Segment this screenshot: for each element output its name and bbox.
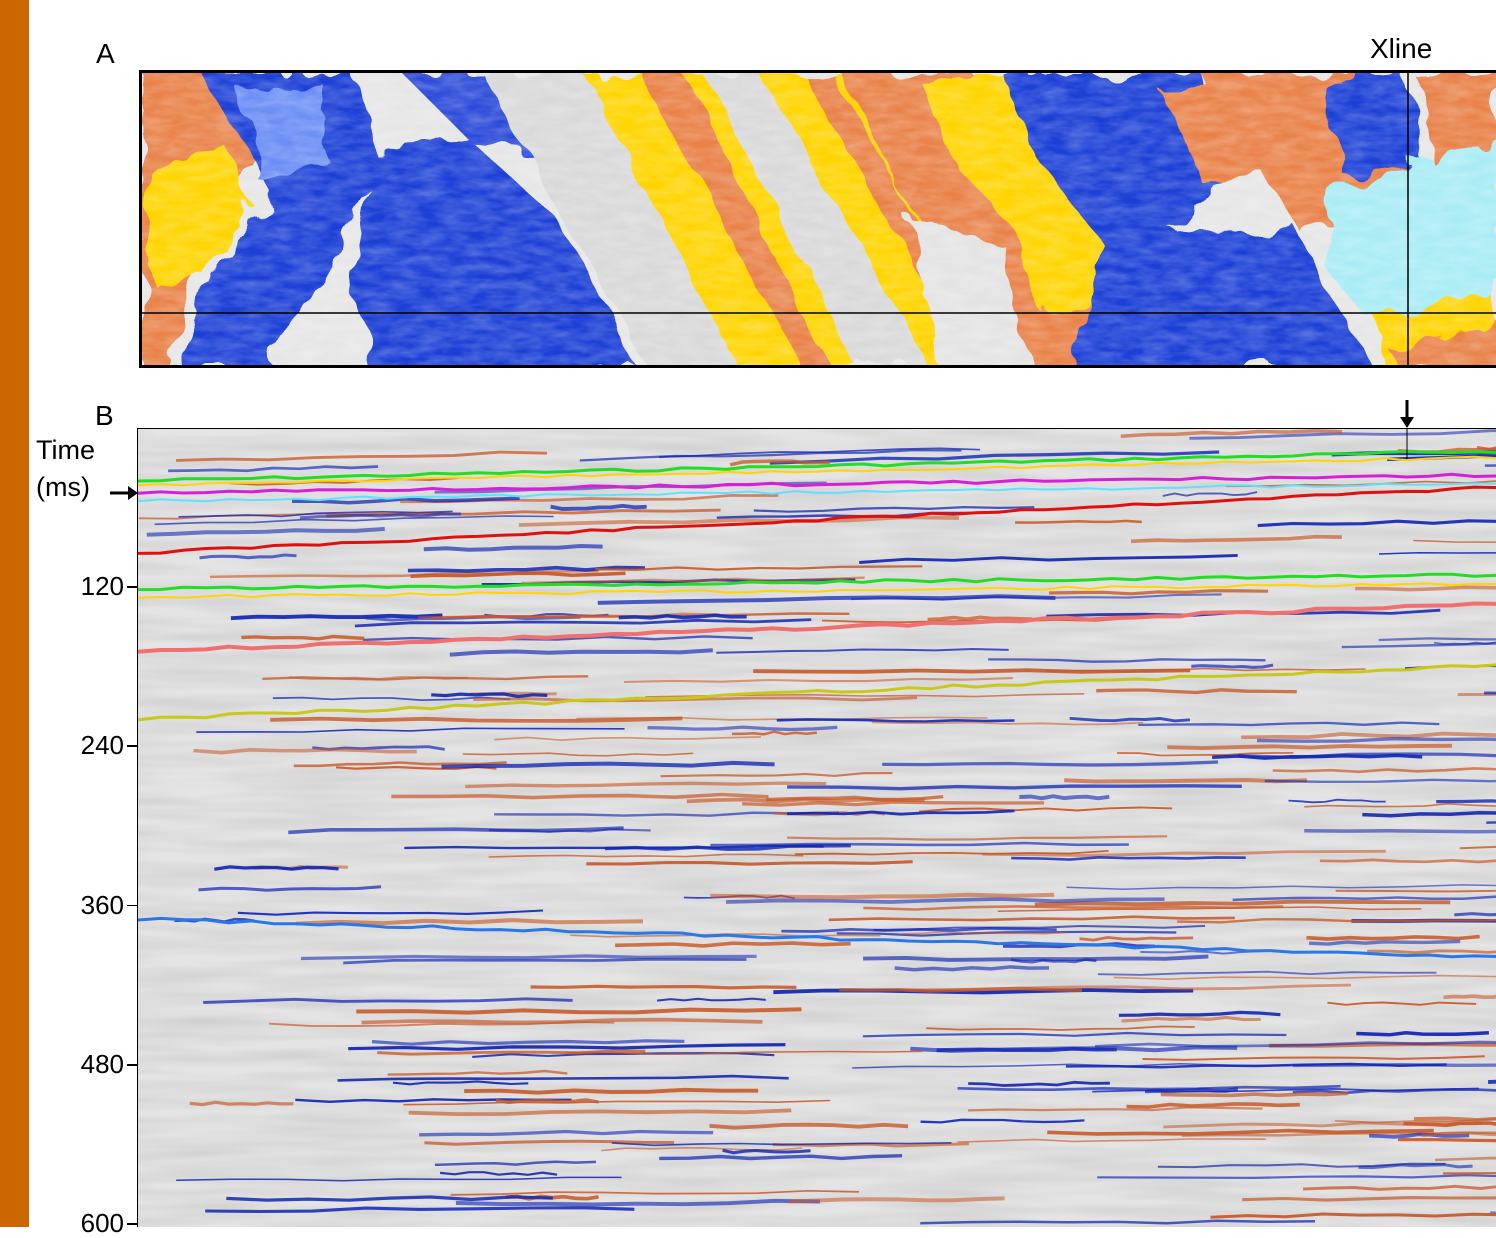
seismic-reflector bbox=[241, 637, 364, 639]
seismic-reflector bbox=[1488, 1080, 1496, 1083]
seismic-reflector bbox=[753, 670, 1190, 672]
seismic-reflector bbox=[726, 899, 1164, 902]
time-tick-mark bbox=[127, 1064, 137, 1066]
seismic-reflector bbox=[839, 989, 1082, 992]
seismic-reflector bbox=[1167, 746, 1452, 748]
seismic-reflector bbox=[1484, 692, 1496, 694]
time-tick-label: 600 bbox=[36, 1210, 124, 1236]
seismic-reflector bbox=[1436, 800, 1496, 802]
time-tick-label: 360 bbox=[36, 892, 124, 918]
reference-horizon-arrow-icon bbox=[108, 482, 138, 504]
time-tick-label: 240 bbox=[36, 732, 124, 758]
seismic-reflector bbox=[1320, 860, 1496, 862]
panel-b-label: B bbox=[95, 402, 114, 430]
seismic-reflector bbox=[788, 1198, 1004, 1201]
seismic-reflector bbox=[1145, 1089, 1238, 1092]
time-tick-mark bbox=[127, 1223, 137, 1225]
seismic-reflector bbox=[1356, 1033, 1489, 1035]
time-tick-label: 480 bbox=[36, 1051, 124, 1077]
time-tick-mark bbox=[127, 905, 137, 907]
time-tick-mark bbox=[127, 745, 137, 747]
seismic-section-image bbox=[138, 429, 1496, 1227]
seismic-reflector bbox=[1443, 1173, 1496, 1174]
time-tick-mark bbox=[127, 586, 137, 588]
seismic-reflector bbox=[231, 615, 443, 618]
seismic-reflector bbox=[1019, 796, 1109, 798]
seismic-reflector bbox=[1367, 951, 1496, 953]
attribute-map-panel bbox=[139, 70, 1496, 368]
time-axis-title-text: Time (ms) bbox=[36, 435, 95, 502]
seismic-reflector bbox=[531, 986, 797, 988]
panel-a-label: A bbox=[96, 40, 115, 68]
seismic-reflector bbox=[190, 1102, 294, 1104]
time-tick-label: 120 bbox=[36, 573, 124, 599]
seismic-section-panel bbox=[137, 428, 1496, 1227]
xline-label: Xline bbox=[1370, 35, 1432, 63]
xline-position-arrow-icon bbox=[1396, 398, 1418, 430]
seismic-reflector bbox=[1161, 1093, 1348, 1095]
seismic-reflector bbox=[710, 895, 1054, 898]
time-axis-title: Time (ms) bbox=[36, 432, 95, 507]
seismic-reflector bbox=[464, 1090, 758, 1093]
side-color-bar bbox=[0, 0, 29, 1227]
attribute-map-image bbox=[142, 73, 1496, 368]
